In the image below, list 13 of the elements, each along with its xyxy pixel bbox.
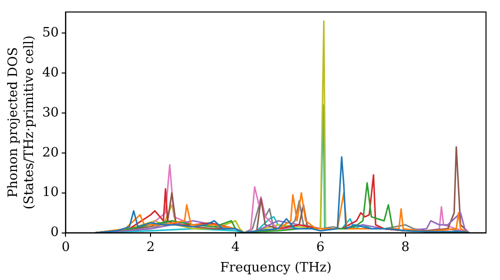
x-tick-label: 0	[62, 240, 70, 255]
y-tick-label: 30	[42, 105, 59, 120]
y-tick-label: 0	[50, 225, 59, 240]
y-axis-title: Phonon projected DOS (States/THz·primitive cell)	[6, 35, 37, 210]
y-tick-label: 20	[42, 145, 59, 160]
x-tick-label: 6	[316, 240, 325, 255]
x-tick-label: 4	[231, 240, 240, 255]
x-tick-label: 8	[401, 240, 410, 255]
y-tick-label: 10	[42, 185, 59, 200]
x-axis-title: Frequency (THz)	[220, 260, 332, 276]
x-tick-label: 2	[146, 240, 155, 255]
y-tick-label: 50	[42, 26, 59, 41]
y-tick-label: 40	[42, 65, 59, 80]
